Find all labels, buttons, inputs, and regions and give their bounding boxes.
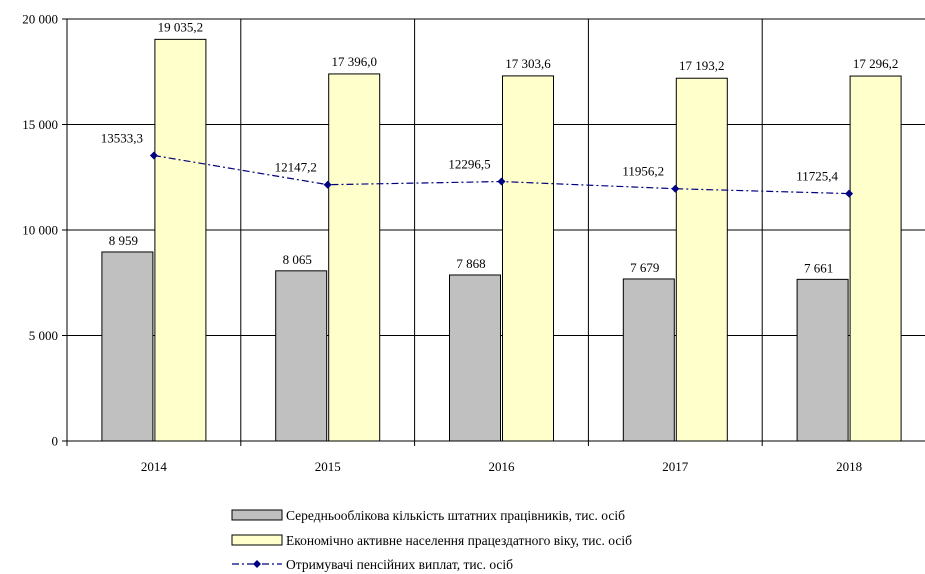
- data-label-pension: 12147,2: [275, 160, 317, 175]
- bar-active-population: [675, 77, 728, 442]
- x-tick-label: 2018: [836, 459, 862, 474]
- legend-label-active-population: Економічно активне населення працездатно…: [286, 533, 632, 548]
- data-label-active-population: 17 303,6: [505, 56, 551, 71]
- data-label-active-population: 17 296,2: [853, 56, 899, 71]
- x-tick-label: 2016: [489, 459, 516, 474]
- y-tick-label: 20 000: [22, 12, 58, 27]
- data-label-employees: 7 868: [456, 256, 485, 271]
- legend-label-employees: Середньооблікова кількість штатних праці…: [286, 508, 625, 523]
- x-tick-label: 2015: [315, 459, 341, 474]
- bar-employees: [275, 270, 328, 442]
- bar-active-population: [849, 75, 902, 442]
- legend-swatch-employees: [231, 509, 283, 521]
- y-tick-label: 10 000: [22, 223, 58, 238]
- y-tick-label: 5 000: [29, 328, 58, 343]
- data-label-employees: 8 065: [283, 252, 312, 267]
- pension-line: [149, 151, 854, 198]
- legend-swatch-pension-marker: [253, 560, 261, 568]
- data-label-pension: 11956,2: [622, 164, 664, 179]
- legend-label-pension: Отримувачі пенсійних виплат, тис. осіб: [286, 557, 513, 572]
- data-label-pension: 12296,5: [448, 157, 490, 172]
- pension-recipients-line: [153, 154, 850, 195]
- x-tick-label: 2014: [141, 459, 168, 474]
- legend-swatch-active-population: [231, 534, 283, 546]
- pension-marker: [323, 180, 332, 189]
- pension-marker: [497, 177, 506, 186]
- bar-employees: [449, 274, 501, 442]
- pension-marker: [149, 151, 158, 160]
- axes: 0 5 000 10 000 15 000 20 000 2014 2015 2016 2017…: [22, 12, 925, 474]
- bar-active-population: [328, 73, 381, 442]
- bar-employees: [101, 251, 154, 442]
- data-label-active-population: 17 193,2: [679, 58, 725, 73]
- data-labels: 8 959 19 035,2 8 065 17 396,0 7 868 17 303,6 7…: [101, 19, 899, 275]
- data-label-active-population: 19 035,2: [158, 19, 204, 34]
- pension-marker: [671, 184, 680, 193]
- bars: [101, 38, 902, 442]
- gridlines: [67, 18, 925, 441]
- x-tick-label: 2017: [662, 459, 689, 474]
- data-label-employees: 7 679: [630, 260, 659, 275]
- data-label-active-population: 17 396,0: [331, 54, 377, 69]
- legend: Середньооблікова кількість штатних праці…: [231, 508, 632, 572]
- bar-active-population: [502, 75, 554, 442]
- bar-employees: [796, 278, 849, 442]
- data-label-pension: 11725,4: [796, 169, 838, 184]
- data-label-employees: 7 661: [804, 260, 833, 275]
- y-tick-label: 15 000: [22, 117, 58, 132]
- bar-employees: [622, 278, 675, 442]
- pension-marker: [845, 189, 854, 198]
- data-label-employees: 8 959: [109, 233, 138, 248]
- y-tick-label: 0: [52, 434, 59, 449]
- data-label-pension: 13533,3: [101, 130, 143, 145]
- bar-active-population: [154, 38, 207, 442]
